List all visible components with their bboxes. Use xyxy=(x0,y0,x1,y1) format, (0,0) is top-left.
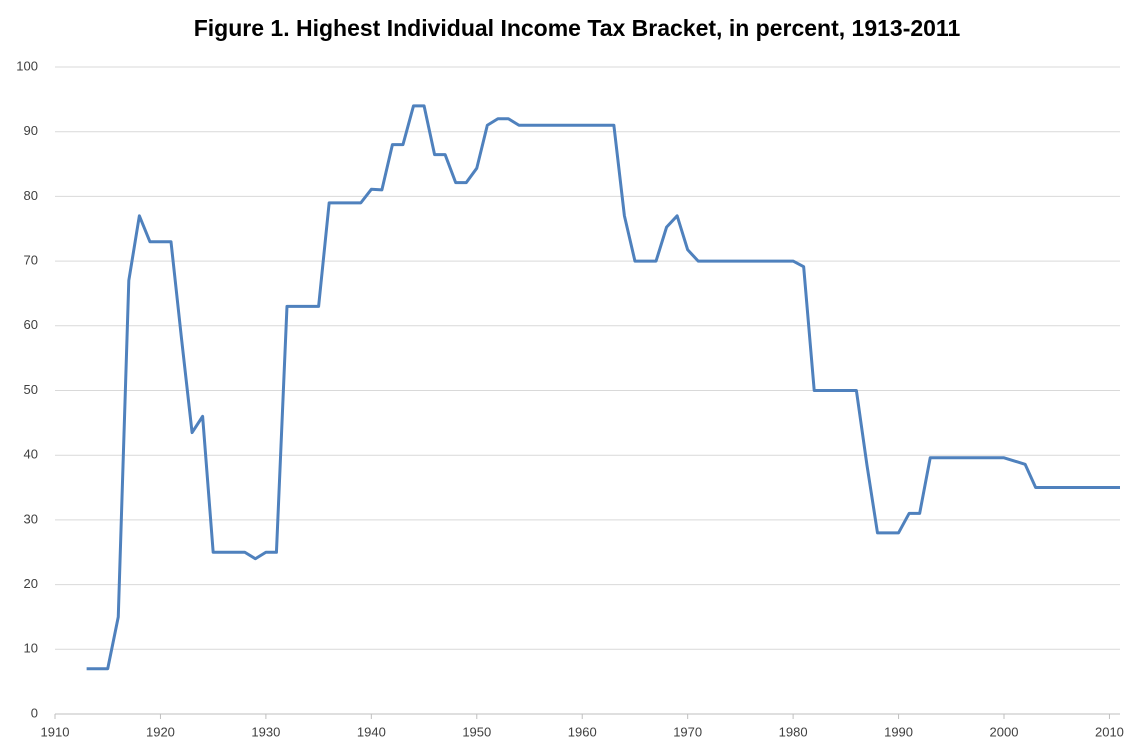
y-tick-label: 50 xyxy=(24,382,38,397)
x-tick-label: 1990 xyxy=(884,724,913,739)
y-tick-label: 60 xyxy=(24,317,38,332)
x-tick-label: 2010 xyxy=(1095,724,1124,739)
x-tick-label: 1940 xyxy=(357,724,386,739)
y-tick-label: 10 xyxy=(24,641,38,656)
chart-title: Figure 1. Highest Individual Income Tax … xyxy=(194,15,961,41)
y-tick-label: 70 xyxy=(24,253,38,268)
y-tick-label: 40 xyxy=(24,447,38,462)
y-tick-label: 100 xyxy=(16,58,38,73)
x-tick-label: 1960 xyxy=(568,724,597,739)
x-tick-label: 1930 xyxy=(251,724,280,739)
x-tick-label: 1980 xyxy=(779,724,808,739)
y-tick-label: 80 xyxy=(24,188,38,203)
x-tick-label: 1920 xyxy=(146,724,175,739)
x-tick-label: 2000 xyxy=(990,724,1019,739)
x-tick-label: 1910 xyxy=(41,724,70,739)
y-tick-label: 90 xyxy=(24,123,38,138)
y-tick-label: 0 xyxy=(31,705,38,720)
y-tick-label: 20 xyxy=(24,576,38,591)
x-tick-label: 1970 xyxy=(673,724,702,739)
x-tick-label: 1950 xyxy=(462,724,491,739)
data-line xyxy=(86,104,1120,671)
y-tick-label: 30 xyxy=(24,511,38,526)
